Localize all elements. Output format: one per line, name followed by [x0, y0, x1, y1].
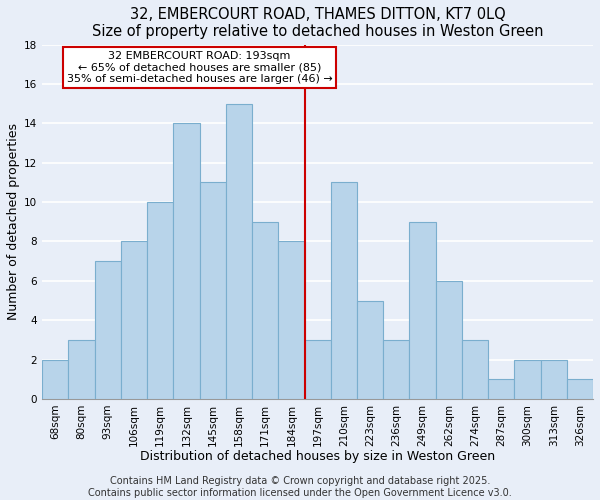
- Bar: [42, 360, 68, 399]
- X-axis label: Distribution of detached houses by size in Weston Green: Distribution of detached houses by size …: [140, 450, 495, 463]
- Bar: [567, 379, 593, 399]
- Bar: [462, 340, 488, 399]
- Bar: [436, 281, 462, 399]
- Bar: [409, 222, 436, 399]
- Bar: [514, 360, 541, 399]
- Bar: [68, 340, 95, 399]
- Bar: [488, 379, 514, 399]
- Text: 32 EMBERCOURT ROAD: 193sqm
← 65% of detached houses are smaller (85)
35% of semi: 32 EMBERCOURT ROAD: 193sqm ← 65% of deta…: [67, 50, 332, 84]
- Bar: [331, 182, 357, 399]
- Bar: [121, 242, 147, 399]
- Bar: [252, 222, 278, 399]
- Bar: [383, 340, 409, 399]
- Bar: [357, 300, 383, 399]
- Bar: [95, 261, 121, 399]
- Y-axis label: Number of detached properties: Number of detached properties: [7, 124, 20, 320]
- Bar: [278, 242, 305, 399]
- Bar: [541, 360, 567, 399]
- Bar: [200, 182, 226, 399]
- Title: 32, EMBERCOURT ROAD, THAMES DITTON, KT7 0LQ
Size of property relative to detache: 32, EMBERCOURT ROAD, THAMES DITTON, KT7 …: [92, 7, 544, 40]
- Text: Contains HM Land Registry data © Crown copyright and database right 2025.
Contai: Contains HM Land Registry data © Crown c…: [88, 476, 512, 498]
- Bar: [173, 124, 200, 399]
- Bar: [147, 202, 173, 399]
- Bar: [226, 104, 252, 399]
- Bar: [305, 340, 331, 399]
